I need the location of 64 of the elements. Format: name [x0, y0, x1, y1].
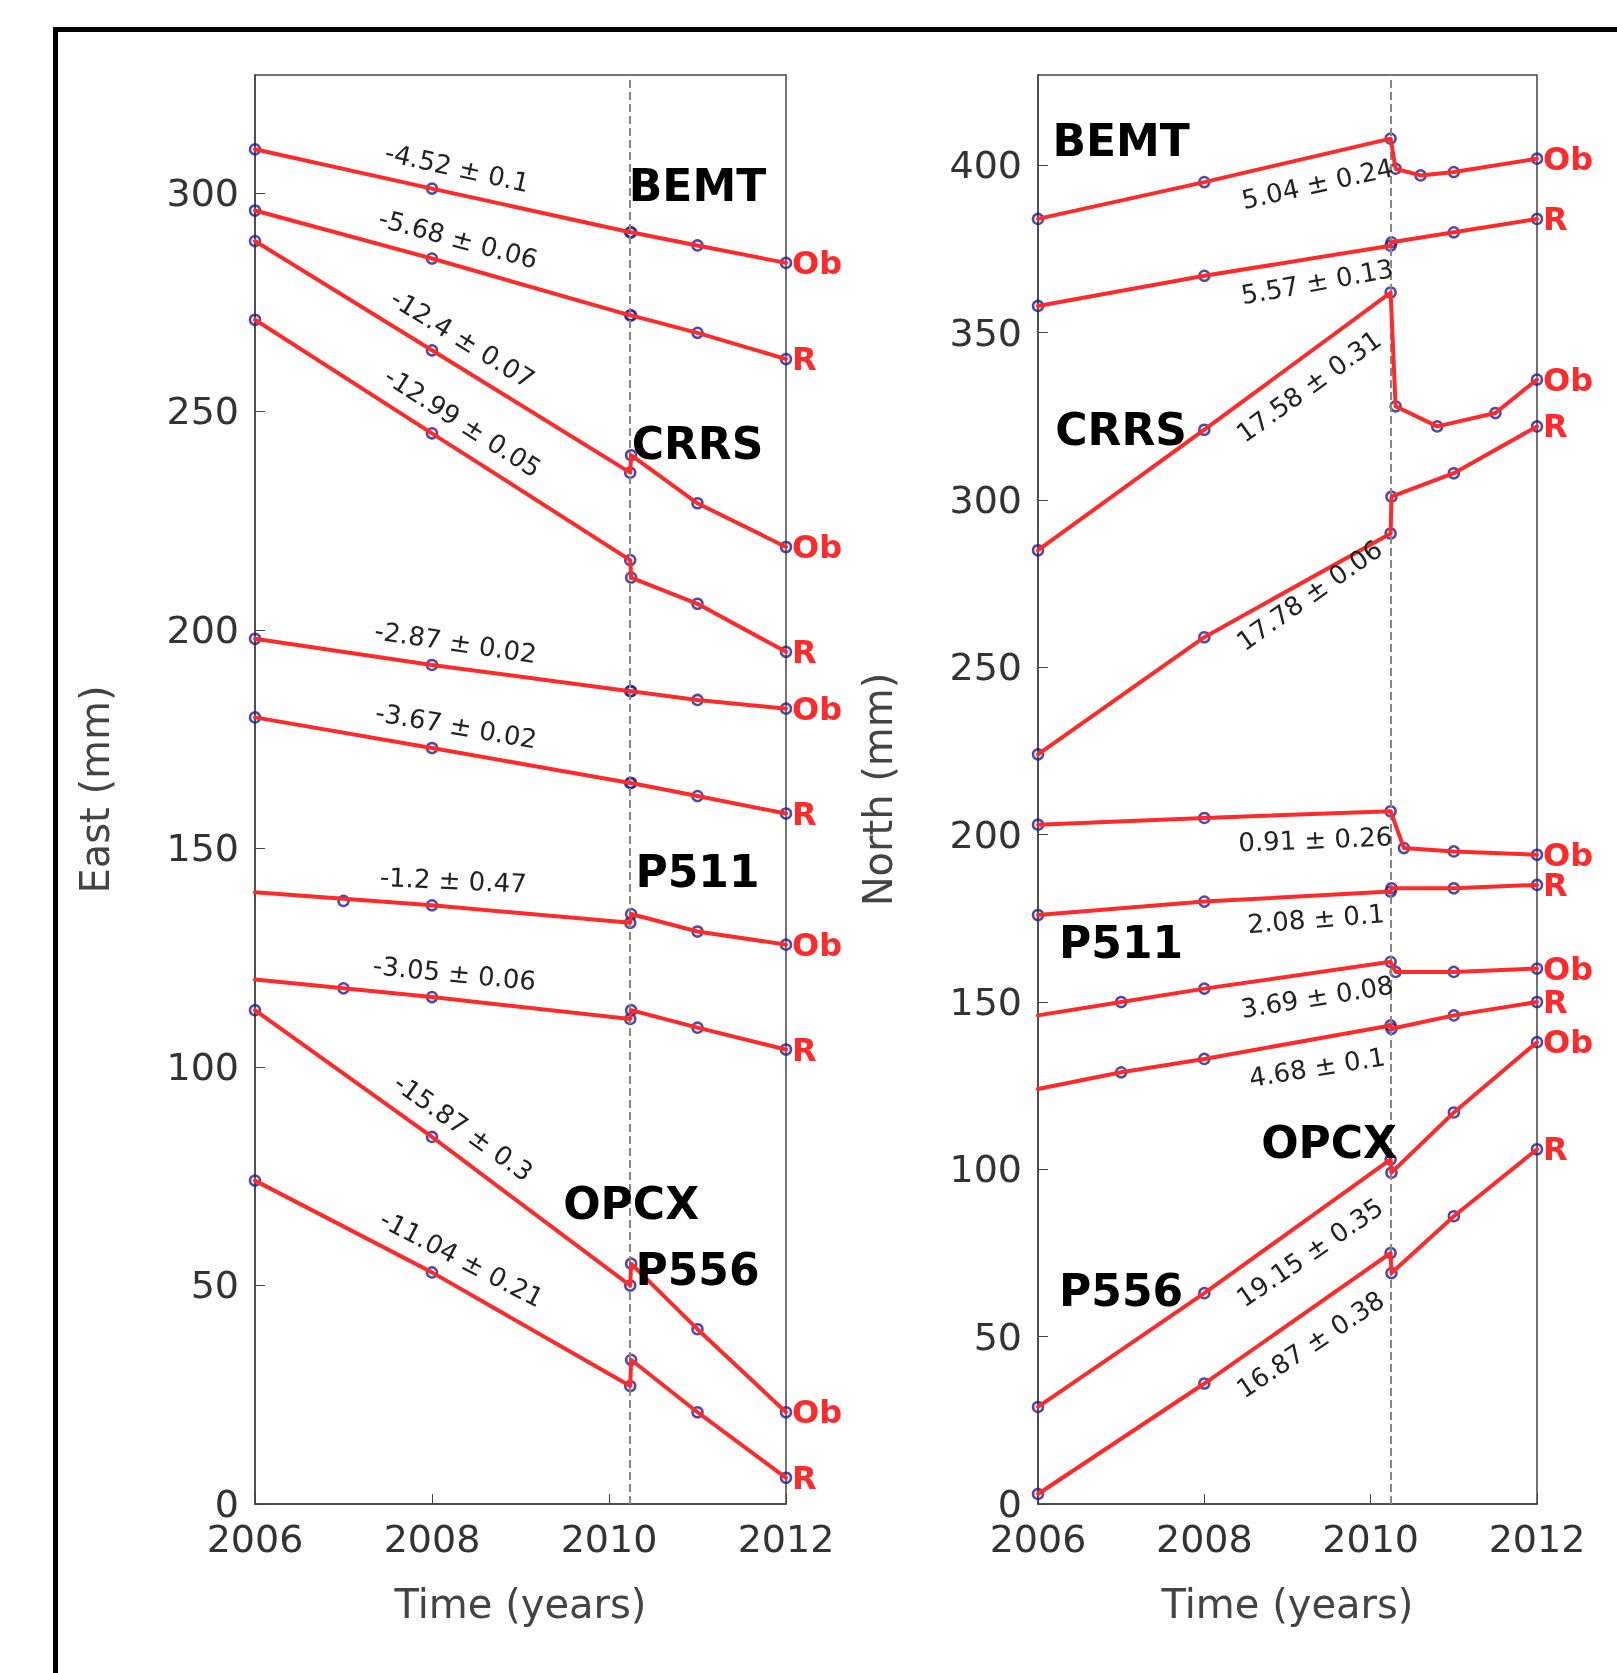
annotation: -3.67 ± 0.02: [373, 697, 540, 755]
y-tick-label: 300: [166, 170, 239, 215]
x-tick-label: 2006: [206, 1517, 304, 1561]
y-tick-label: 300: [949, 478, 1022, 523]
y-tick-label: 50: [973, 1314, 1022, 1359]
series-label: R: [792, 794, 817, 833]
annotation: P556: [635, 1243, 760, 1295]
annotation: -2.87 ± 0.02: [372, 615, 539, 670]
y-tick-label: 350: [949, 310, 1022, 355]
series-label: R: [792, 340, 817, 379]
series-label: R: [1543, 407, 1568, 446]
x-tick-label: 2008: [1155, 1517, 1253, 1561]
annotation: 3.69 ± 0.08: [1238, 969, 1396, 1024]
x-tick-label: 2012: [1488, 1517, 1586, 1561]
y-tick-label: 150: [166, 826, 239, 871]
series-label: R: [792, 1458, 817, 1497]
y-tick-label: 150: [949, 980, 1022, 1025]
annotation: 0.91 ± 0.26: [1237, 821, 1393, 858]
series-label: Ob: [792, 689, 843, 728]
y-tick-label: 50: [190, 1263, 239, 1308]
x-axis-title: Time (years): [1160, 1581, 1414, 1627]
annotation: -1.2 ± 0.47: [379, 861, 528, 899]
annotation: BEMT: [628, 159, 767, 211]
annotation: -4.52 ± 0.1: [382, 137, 533, 199]
annotation: P511: [1059, 916, 1184, 968]
series-label: R: [1543, 1130, 1568, 1169]
series-label: Ob: [1543, 360, 1594, 399]
x-tick-label: 2010: [1322, 1517, 1420, 1561]
annotation: CRRS: [631, 417, 764, 469]
annotation: P556: [1059, 1264, 1184, 1316]
series-label: R: [1543, 199, 1568, 238]
y-tick-label: 200: [166, 607, 239, 652]
series-label: Ob: [1543, 139, 1594, 178]
x-tick-label: 2012: [737, 1517, 835, 1561]
y-tick-label: 250: [166, 389, 239, 434]
annotation: BEMT: [1052, 115, 1190, 166]
y-tick-label: 250: [949, 645, 1022, 690]
annotation: -5.68 ± 0.06: [375, 202, 541, 275]
y-tick-label: 100: [166, 1045, 239, 1089]
x-tick-label: 2006: [989, 1517, 1087, 1561]
series-label: Ob: [792, 1393, 843, 1432]
annotation: -3.05 ± 0.06: [371, 950, 538, 997]
y-tick-label: 100: [949, 1147, 1022, 1192]
annotation: 4.68 ± 0.1: [1246, 1041, 1388, 1093]
x-tick-label: 2010: [560, 1517, 658, 1561]
y-tick-label: 200: [949, 812, 1022, 857]
x-axis-title: Time (years): [393, 1581, 647, 1627]
series-label: R: [792, 1030, 817, 1069]
y-axis-title: East (mm): [72, 685, 118, 894]
annotation: 2.08 ± 0.1: [1246, 898, 1386, 940]
annotation: 5.57 ± 0.13: [1238, 253, 1396, 311]
series-label: R: [792, 632, 817, 671]
x-tick-label: 2008: [383, 1517, 481, 1561]
series-label: Ob: [1543, 1023, 1594, 1062]
y-tick-label: 400: [949, 143, 1022, 188]
y-axis-title: North (mm): [855, 672, 901, 907]
annotation: OPCX: [1261, 1117, 1398, 1169]
series-label: Ob: [792, 243, 843, 282]
annotation: P511: [635, 846, 760, 898]
annotation: 5.04 ± 0.24: [1238, 152, 1396, 215]
annotation: CRRS: [1055, 404, 1188, 456]
annotation: OPCX: [563, 1178, 700, 1230]
series-label: Ob: [792, 527, 843, 566]
series-label: Ob: [792, 925, 843, 964]
